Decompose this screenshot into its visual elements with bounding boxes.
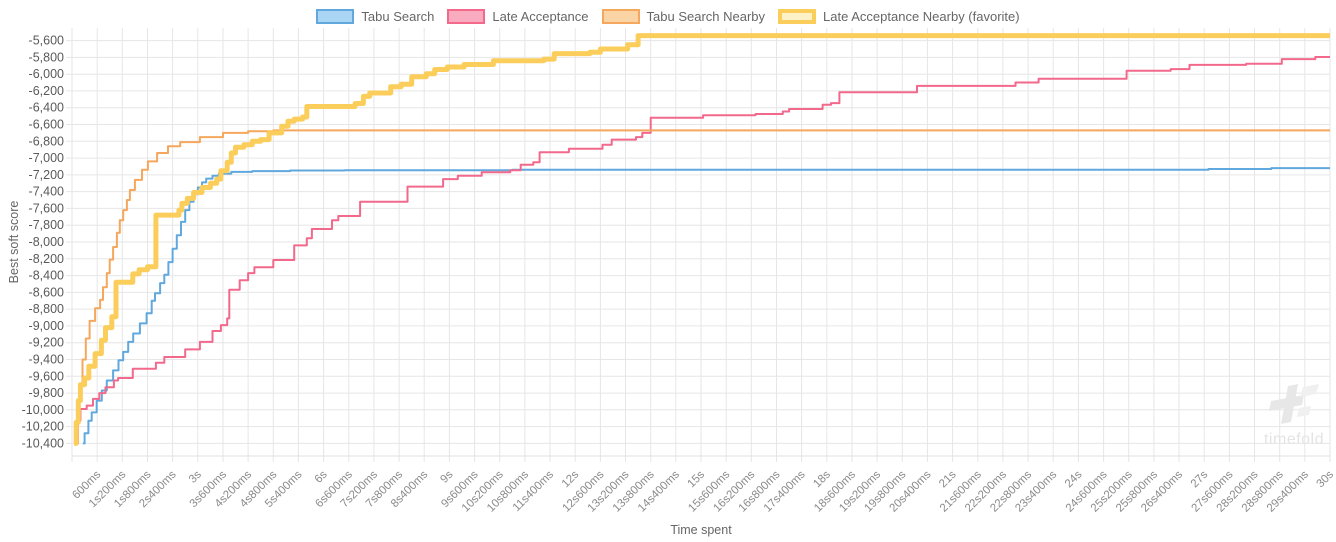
y-tick-label: -9,000 xyxy=(29,319,64,333)
x-tick-label: 3s xyxy=(187,468,204,485)
x-tick-label: 18s xyxy=(811,468,833,490)
y-tick-label: -9,600 xyxy=(29,369,64,383)
y-tick-label: -6,200 xyxy=(29,84,64,98)
legend-label: Late Acceptance Nearby (favorite) xyxy=(823,8,1020,24)
y-tick-label: -8,800 xyxy=(29,302,64,316)
x-tick-label: 30s xyxy=(1315,468,1336,490)
x-tick-label: 9s xyxy=(438,468,455,485)
y-axis-title: Best soft score xyxy=(7,200,21,284)
legend-item-late-acceptance[interactable]: Late Acceptance xyxy=(447,8,589,24)
legend-swatch xyxy=(447,8,486,24)
y-tick-label: -6,400 xyxy=(29,101,64,115)
y-tick-label: -8,000 xyxy=(29,235,64,249)
x-tick-label: 15s xyxy=(686,468,708,490)
y-tick-label: -8,200 xyxy=(29,252,64,266)
legend-label: Late Acceptance xyxy=(492,8,589,24)
x-tick-label: 27s xyxy=(1189,468,1211,490)
legend-item-late-acceptance-nearby-favorite[interactable]: Late Acceptance Nearby (favorite) xyxy=(778,8,1020,24)
chart-legend: Tabu Search Late Acceptance Tabu Search Ne… xyxy=(0,6,1336,26)
legend-swatch xyxy=(778,8,817,24)
legend-swatch xyxy=(316,8,355,24)
series-line-tabu-search-nearby xyxy=(74,129,1330,445)
y-tick-label: -10,000 xyxy=(22,403,64,417)
series-line-late-acceptance-nearby-favorite xyxy=(73,33,1330,446)
legend-swatch xyxy=(601,8,640,24)
series-lines xyxy=(73,33,1330,446)
legend-item-tabu-search[interactable]: Tabu Search xyxy=(316,8,435,24)
x-tick-label: 21s xyxy=(937,468,959,490)
x-tick-label: 6s xyxy=(313,468,330,485)
y-tick-label: -7,400 xyxy=(29,185,64,199)
y-tick-label: -6,000 xyxy=(29,67,64,81)
y-tick-label: -7,000 xyxy=(29,151,64,165)
y-tick-label: -9,400 xyxy=(29,353,64,367)
x-tick-label: 12s xyxy=(560,468,582,490)
y-tick-label: -7,600 xyxy=(29,201,64,215)
y-tick-label: -5,600 xyxy=(29,34,64,48)
x-axis-title: Time spent xyxy=(670,523,732,537)
y-tick-label: -6,800 xyxy=(29,134,64,148)
y-tick-label: -10,200 xyxy=(22,420,64,434)
y-tick-label: -6,600 xyxy=(29,118,64,132)
series-line-late-acceptance xyxy=(76,56,1330,445)
y-tick-label: -9,200 xyxy=(29,336,64,350)
y-tick-label: -9,800 xyxy=(29,386,64,400)
legend-item-tabu-search-nearby[interactable]: Tabu Search Nearby xyxy=(601,8,766,24)
y-tick-label: -8,400 xyxy=(29,269,64,283)
y-tick-label: -5,800 xyxy=(29,50,64,64)
y-tick-label: -8,600 xyxy=(29,285,64,299)
gridlines xyxy=(66,28,1331,462)
legend-label: Tabu Search Nearby xyxy=(646,8,766,24)
y-tick-label: -10,400 xyxy=(22,436,64,450)
series-line-tabu-search xyxy=(82,167,1330,445)
legend-label: Tabu Search xyxy=(361,8,435,24)
x-tick-label: 24s xyxy=(1063,468,1085,490)
y-tick-label: -7,800 xyxy=(29,218,64,232)
y-tick-label: -7,200 xyxy=(29,168,64,182)
